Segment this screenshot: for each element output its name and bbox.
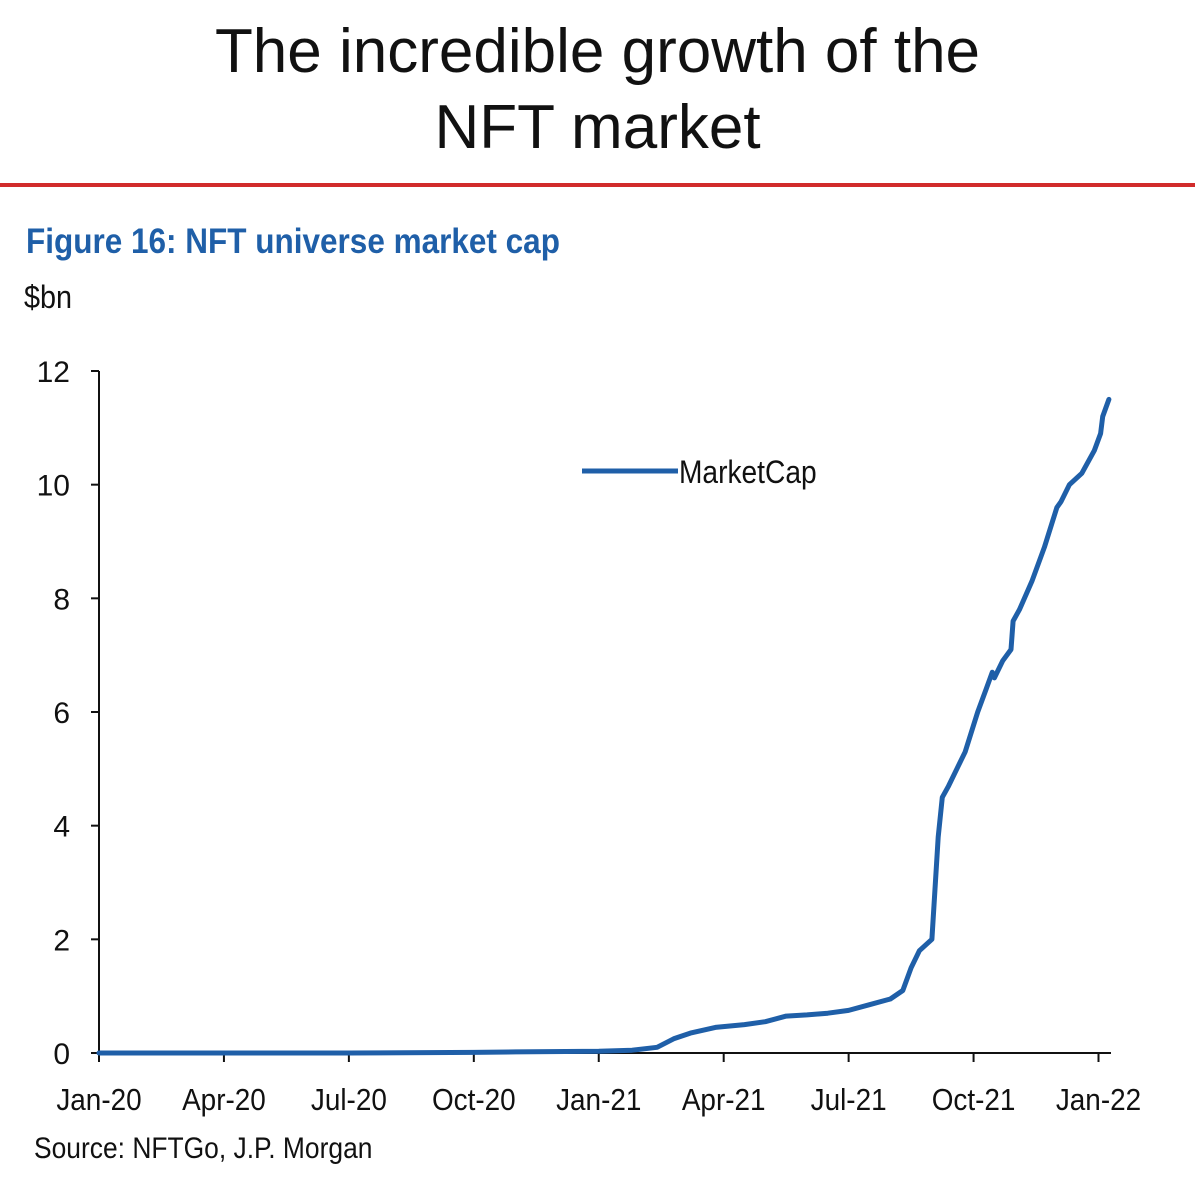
legend: MarketCap bbox=[582, 455, 817, 490]
y-tick-label: 8 bbox=[53, 583, 70, 616]
divider-rule bbox=[0, 183, 1195, 187]
x-tick-label: Oct-20 bbox=[432, 1083, 516, 1118]
figure-title: Figure 16: NFT universe market cap bbox=[26, 222, 560, 261]
y-tick-label: 0 bbox=[53, 1038, 70, 1071]
y-tick-labels: 0 2 4 6 8 10 12 bbox=[37, 356, 70, 1071]
series-line-marketcap bbox=[96, 396, 1112, 1056]
y-tick-label: 10 bbox=[37, 470, 70, 503]
axes bbox=[91, 370, 1111, 1062]
y-tick-label: 12 bbox=[37, 356, 70, 389]
x-tick-label: Apr-21 bbox=[682, 1083, 766, 1118]
x-tick-label: Jan-21 bbox=[556, 1083, 641, 1118]
y-axis-unit: $bn bbox=[24, 279, 73, 315]
headline-line-2: NFT market bbox=[434, 93, 761, 162]
x-tick-label: Jul-21 bbox=[811, 1083, 887, 1118]
x-tick-label: Jan-20 bbox=[56, 1083, 141, 1118]
x-tick-labels: Jan-20 Apr-20 Jul-20 Oct-20 Jan-21 Apr-21 Jul-… bbox=[56, 1083, 1141, 1118]
x-tick-label: Jul-20 bbox=[311, 1083, 387, 1118]
y-tick-label: 2 bbox=[53, 924, 70, 957]
headline-line-1: The incredible growth of the bbox=[214, 17, 981, 86]
headline: The incredible growth of the NFT market bbox=[0, 14, 1195, 166]
x-tick-label: Apr-20 bbox=[182, 1083, 266, 1118]
source-note: Source: NFTGo, J.P. Morgan bbox=[34, 1132, 373, 1165]
legend-label-marketcap: MarketCap bbox=[679, 455, 817, 490]
y-tick-label: 6 bbox=[53, 697, 70, 730]
y-tick-label: 4 bbox=[53, 811, 70, 844]
x-tick-label: Jan-22 bbox=[1056, 1083, 1141, 1118]
x-tick-label: Oct-21 bbox=[932, 1083, 1016, 1118]
